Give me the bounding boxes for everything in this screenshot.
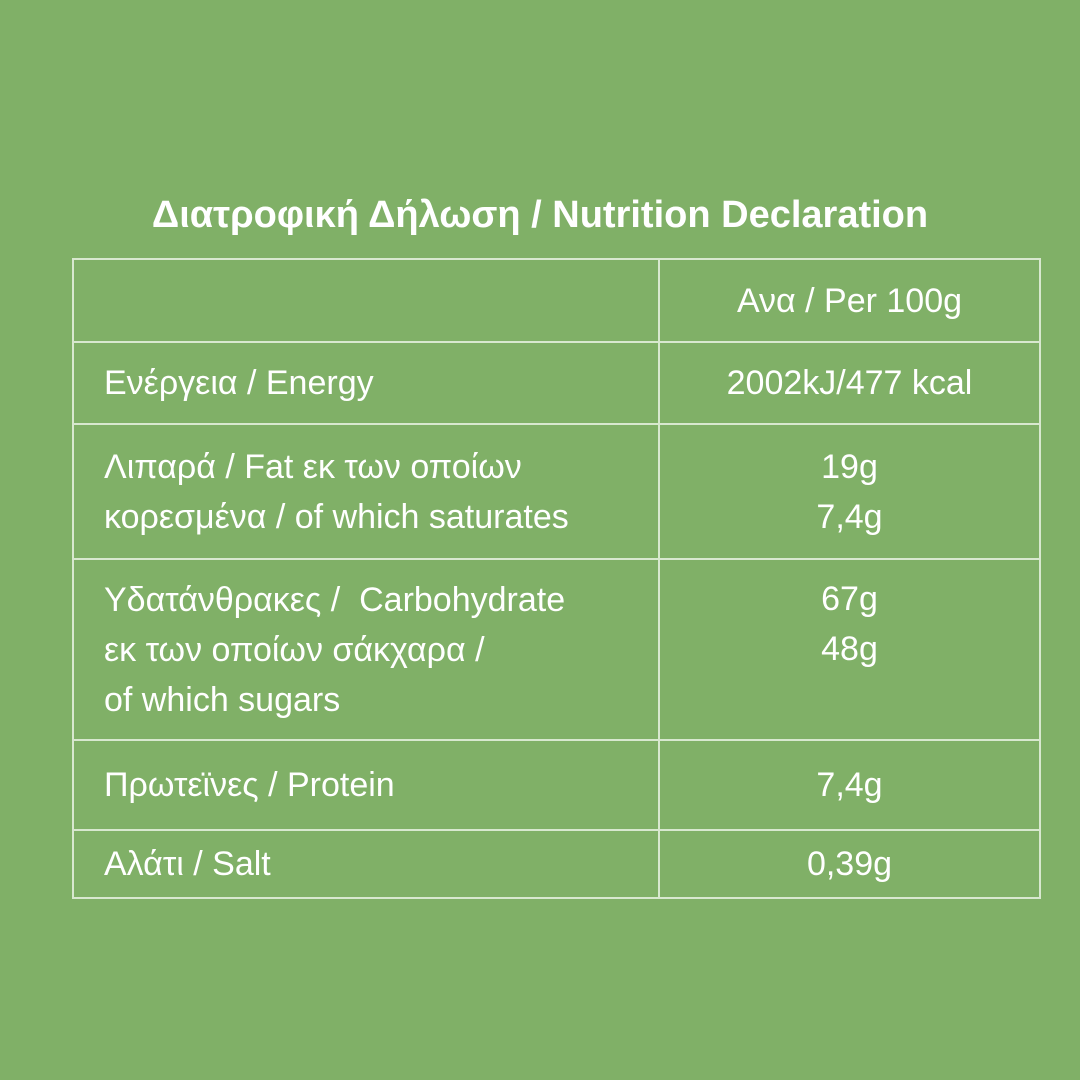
label: Λιπαρά / Fat εκ των οποίων bbox=[104, 447, 522, 486]
label: εκ των οποίων σάκχαρα / bbox=[104, 630, 485, 669]
label: Αλάτι / Salt bbox=[104, 845, 271, 883]
nutrition-table: Ανα / Per 100g Ενέργεια / Energy 2002kJ/… bbox=[72, 258, 1041, 899]
label-cell: Πρωτεϊνες / Protein bbox=[72, 739, 660, 831]
header-empty-cell bbox=[72, 258, 660, 343]
value-cell: 7,4g bbox=[658, 739, 1041, 831]
value: 0,39g bbox=[806, 845, 893, 883]
value: 7,4g bbox=[816, 766, 883, 804]
value-cell: 0,39g bbox=[658, 829, 1041, 899]
label: Υδατάνθρακες / Carbohydrate bbox=[104, 580, 566, 619]
header-row: Ανα / Per 100g bbox=[72, 258, 1041, 343]
value-cell: 2002kJ/477 kcal bbox=[658, 341, 1041, 425]
label: κορεσμένα / of which saturates bbox=[104, 497, 569, 536]
title: Διατροφική Δήλωση / Nutrition Declaratio… bbox=[151, 194, 929, 236]
label: Ενέργεια / Energy bbox=[104, 364, 374, 402]
header-text: Ανα / Per 100g bbox=[736, 281, 963, 320]
label: Πρωτεϊνες / Protein bbox=[104, 766, 395, 804]
value: 67g bbox=[821, 580, 878, 618]
row: Υδατάνθρακες / Carbohydrate εκ των οποίω… bbox=[72, 558, 1041, 741]
row: Ενέργεια / Energy 2002kJ/477 kcal bbox=[72, 341, 1041, 425]
value: 19g bbox=[821, 447, 878, 486]
value: 48g bbox=[821, 630, 878, 668]
label-cell: Λιπαρά / Fat εκ των οποίων κορεσμένα / o… bbox=[72, 423, 660, 560]
header-cell: Ανα / Per 100g bbox=[658, 258, 1041, 343]
row: Λιπαρά / Fat εκ των οποίων κορεσμένα / o… bbox=[72, 423, 1041, 560]
label: of which sugars bbox=[104, 680, 341, 719]
label-cell: Ενέργεια / Energy bbox=[72, 341, 660, 425]
value: 2002kJ/477 kcal bbox=[726, 364, 973, 402]
value-cell: 19g 7,4g bbox=[658, 423, 1041, 560]
row: Πρωτεϊνες / Protein 7,4g bbox=[72, 739, 1041, 831]
row: Αλάτι / Salt 0,39g bbox=[72, 829, 1041, 899]
value: 7,4g bbox=[816, 497, 883, 536]
label-cell: Αλάτι / Salt bbox=[72, 829, 660, 899]
label-cell: Υδατάνθρακες / Carbohydrate εκ των οποίω… bbox=[72, 558, 660, 741]
value-cell: 67g 48g bbox=[658, 558, 1041, 741]
